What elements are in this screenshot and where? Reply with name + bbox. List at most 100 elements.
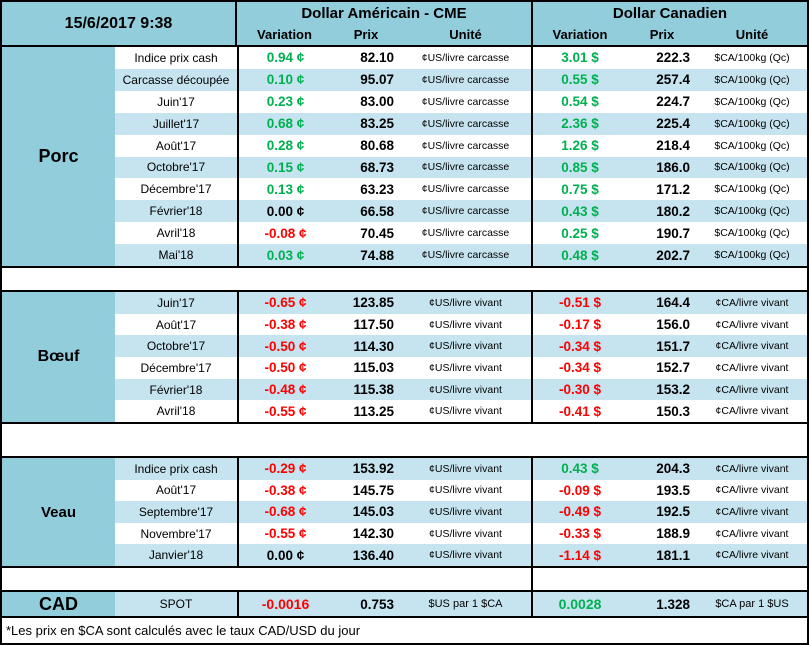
ca-variation-cell: 0.55 $ xyxy=(531,68,627,91)
ca-price-cell: 224.7 xyxy=(656,94,690,110)
ca-column-header-variation: Variation xyxy=(552,27,608,42)
section-label: Porc xyxy=(2,47,115,266)
sheet-header: 15/6/2017 9:38 Dollar Américain - CME Va… xyxy=(2,2,807,45)
ca-variation-cell: 0.75 $ xyxy=(531,178,627,201)
table-row: Août'17 -0.38 ¢ 117.50 ¢US/livre vivant -0.1… xyxy=(115,313,807,336)
ca-unit-cell: $CA/100kg (Qc) xyxy=(714,227,790,240)
ca-variation-cell: -0.09 $ xyxy=(531,479,627,502)
ca-unit-cell: $CA/100kg (Qc) xyxy=(714,183,790,196)
ca-price-cell: 1.328 xyxy=(656,596,690,612)
ca-unit-cell: $CA/100kg (Qc) xyxy=(714,51,790,64)
ca-unit-cell: $CA/100kg (Qc) xyxy=(714,73,790,86)
ca-price-cell: 222.3 xyxy=(656,50,690,66)
us-dollar-block-header: Dollar Américain - CME Variation Prix Un… xyxy=(237,2,531,45)
row-label-cell: Août'17 xyxy=(155,483,197,498)
us-unit-cell: ¢US/livre carcasse xyxy=(421,249,510,262)
us-variation-cell: 0.13 ¢ xyxy=(237,178,332,201)
ca-variation-cell: 0.0028 xyxy=(531,592,627,616)
ca-price-cell: 257.4 xyxy=(656,72,690,88)
commodity-section: Bœuf Juin'17 -0.65 ¢ 123.85 ¢US/livre vivant… xyxy=(2,290,807,424)
us-unit-cell: ¢US/livre vivant xyxy=(429,383,502,396)
ca-price-cell: 188.9 xyxy=(656,526,690,542)
row-label-cell: Septembre'17 xyxy=(138,504,214,519)
ca-price-cell: 152.7 xyxy=(656,360,690,376)
table-row: Octobre'17 -0.50 ¢ 114.30 ¢US/livre vivant -… xyxy=(115,335,807,358)
us-column-header-variation: Variation xyxy=(257,27,312,42)
row-label-cell: Juin'17 xyxy=(157,295,195,310)
us-unit-cell: ¢US/livre carcasse xyxy=(421,73,510,86)
table-row: Avril'18 -0.08 ¢ 70.45 ¢US/livre carcasse 0.… xyxy=(115,222,807,245)
ca-variation-cell: 0.43 $ xyxy=(531,458,627,480)
us-variation-cell: -0.38 ¢ xyxy=(237,479,332,502)
table-row: Indice prix cash -0.29 ¢ 153.92 ¢US/livre v… xyxy=(115,458,807,480)
ca-unit-cell: $CA/100kg (Qc) xyxy=(714,205,790,218)
us-dollar-block-title: Dollar Américain - CME xyxy=(301,4,467,22)
ca-price-cell: 225.4 xyxy=(656,116,690,132)
us-unit-cell: ¢US/livre vivant xyxy=(429,462,502,475)
table-row: Décembre'17 -0.50 ¢ 115.03 ¢US/livre vivant… xyxy=(115,357,807,379)
us-variation-cell: 0.00 ¢ xyxy=(237,200,332,223)
ca-variation-cell: -0.51 $ xyxy=(531,292,627,314)
us-variation-cell: 0.15 ¢ xyxy=(237,156,332,179)
section-gap xyxy=(2,268,807,290)
row-label-cell: Février'18 xyxy=(149,382,203,397)
us-variation-cell: -0.65 ¢ xyxy=(237,292,332,314)
ca-variation-cell: 0.25 $ xyxy=(531,222,627,245)
us-unit-cell: ¢US/livre vivant xyxy=(429,484,502,497)
us-unit-cell: ¢US/livre carcasse xyxy=(421,183,510,196)
ca-unit-cell: ¢CA/livre vivant xyxy=(715,405,789,418)
table-row: Août'17 -0.38 ¢ 145.75 ¢US/livre vivant -0.0… xyxy=(115,479,807,502)
table-row: Décembre'17 0.13 ¢ 63.23 ¢US/livre carcasse… xyxy=(115,178,807,201)
us-price-cell: 83.00 xyxy=(360,94,394,110)
us-price-cell: 95.07 xyxy=(360,72,394,88)
ca-column-header-prix: Prix xyxy=(649,27,675,42)
us-unit-cell: ¢US/livre vivant xyxy=(429,405,502,418)
us-price-cell: 114.30 xyxy=(353,338,394,354)
ca-variation-cell: 0.43 $ xyxy=(531,200,627,223)
ca-variation-cell: 3.01 $ xyxy=(531,47,627,69)
ca-price-cell: 180.2 xyxy=(656,203,690,219)
block-divider xyxy=(531,568,533,590)
row-label-cell: Décembre'17 xyxy=(140,182,212,197)
us-variation-cell: -0.38 ¢ xyxy=(237,313,332,336)
section-label: Veau xyxy=(2,458,115,566)
ca-unit-cell: $CA/100kg (Qc) xyxy=(714,117,790,130)
us-variation-cell: -0.08 ¢ xyxy=(237,222,332,245)
table-row: Avril'18 -0.55 ¢ 113.25 ¢US/livre vivant -0.… xyxy=(115,400,807,423)
us-unit-cell: ¢US/livre carcasse xyxy=(421,51,510,64)
row-label-cell: Indice prix cash xyxy=(134,461,218,476)
row-label-cell: Indice prix cash xyxy=(134,50,218,65)
row-label-cell: Janvier'18 xyxy=(148,548,204,563)
ca-variation-cell: 1.26 $ xyxy=(531,134,627,157)
ca-price-cell: 193.5 xyxy=(656,482,690,498)
ca-variation-cell: -0.33 $ xyxy=(531,522,627,545)
section-label: CAD xyxy=(2,592,115,616)
table-row: Indice prix cash 0.94 ¢ 82.10 ¢US/livre car… xyxy=(115,47,807,69)
row-label-cell: Juillet'17 xyxy=(152,116,200,131)
ca-price-cell: 171.2 xyxy=(656,181,690,197)
table-row: Carcasse découpée 0.10 ¢ 95.07 ¢US/livre ca… xyxy=(115,68,807,91)
ca-unit-cell: ¢CA/livre vivant xyxy=(715,527,789,540)
us-variation-cell: 0.03 ¢ xyxy=(237,244,332,267)
ca-variation-cell: -0.34 $ xyxy=(531,357,627,379)
row-label-cell: Novembre'17 xyxy=(140,526,212,541)
ca-unit-cell: $CA par 1 $US xyxy=(715,598,789,610)
ca-unit-cell: ¢CA/livre vivant xyxy=(715,340,789,353)
row-label-cell: Octobre'17 xyxy=(146,339,206,354)
table-row: Janvier'18 0.00 ¢ 136.40 ¢US/livre vivant -1… xyxy=(115,544,807,566)
ca-unit-cell: ¢CA/livre vivant xyxy=(715,296,789,309)
us-variation-cell: 0.23 ¢ xyxy=(237,90,332,113)
us-unit-cell: ¢US/livre carcasse xyxy=(421,227,510,240)
ca-price-cell: 181.1 xyxy=(656,547,690,563)
ca-unit-cell: $CA/100kg (Qc) xyxy=(714,161,790,174)
us-unit-cell: ¢US/livre vivant xyxy=(429,296,502,309)
ca-variation-cell: -0.34 $ xyxy=(531,335,627,358)
us-price-cell: 82.10 xyxy=(360,50,394,66)
ca-variation-cell: -0.30 $ xyxy=(531,378,627,401)
ca-unit-cell: ¢CA/livre vivant xyxy=(715,361,789,374)
ca-unit-cell: $CA/100kg (Qc) xyxy=(714,139,790,152)
table-row: SPOT -0.0016 0.753 $US par 1 $CA 0.0028 … xyxy=(115,592,807,616)
row-label-cell: Décembre'17 xyxy=(140,360,212,375)
row-label-cell: Août'17 xyxy=(155,317,197,332)
